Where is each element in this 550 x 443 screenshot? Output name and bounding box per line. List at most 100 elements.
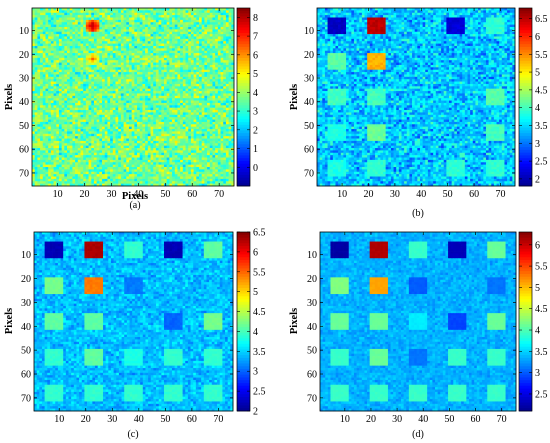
heatmap-cell: [99, 98, 103, 101]
heatmap-cell: [118, 126, 122, 130]
heatmap-cell: [75, 86, 79, 90]
heatmap-cell: [64, 129, 68, 132]
heatmap-cell: [142, 91, 146, 94]
heatmap-cell: [69, 8, 73, 11]
heatmap-cell: [185, 119, 189, 123]
heatmap-cell: [182, 17, 186, 21]
heatmap-cell: [48, 143, 52, 146]
heatmap-cell: [50, 150, 54, 154]
heatmap-cell: [190, 121, 194, 125]
heatmap-cell: [85, 81, 89, 85]
heatmap-cell: [225, 105, 229, 109]
heatmap-cell: [88, 143, 92, 146]
heatmap-cell: [77, 81, 81, 85]
heatmap-cell: [228, 88, 232, 92]
heatmap-cell: [77, 152, 81, 156]
heatmap-cell: [174, 114, 178, 118]
heatmap-cell: [83, 15, 87, 18]
heatmap-cell: [48, 126, 52, 130]
heatmap-cell: [115, 162, 119, 165]
heatmap-cell: [118, 55, 122, 59]
heatmap-cell: [139, 36, 143, 40]
heatmap-cell: [163, 67, 168, 71]
heatmap-cell: [193, 148, 197, 151]
heatmap-cell: [107, 162, 111, 165]
heatmap-cell: [223, 22, 227, 25]
heatmap-cell: [37, 57, 41, 61]
heatmap-cell: [145, 114, 149, 118]
heatmap-cell: [198, 12, 203, 16]
heatmap-cell: [48, 45, 52, 49]
heatmap-cell: [145, 110, 149, 113]
heatmap-cell: [107, 76, 111, 80]
heatmap-cell: [48, 133, 52, 137]
heatmap-cell: [48, 22, 52, 25]
heatmap-cell: [120, 22, 124, 25]
heatmap-cell: [120, 60, 124, 63]
heatmap-cell: [174, 31, 178, 35]
heatmap-cell: [209, 159, 213, 163]
heatmap-cell: [45, 88, 49, 92]
heatmap-cell: [174, 131, 178, 135]
heatmap-cell: [99, 76, 103, 80]
heatmap-cell: [153, 36, 157, 40]
heatmap-cell: [83, 26, 87, 30]
heatmap-cell: [58, 19, 62, 23]
heatmap-cell: [56, 41, 60, 44]
heatmap-cell: [193, 155, 197, 158]
heatmap-cell: [196, 50, 200, 54]
heatmap-cell: [77, 148, 81, 151]
heatmap-cell: [209, 34, 213, 37]
heatmap-cell: [139, 143, 143, 146]
heatmap-cell: [196, 148, 200, 151]
heatmap-cell: [163, 157, 168, 161]
heatmap-cell: [193, 126, 197, 130]
heatmap-cell: [223, 8, 227, 11]
heatmap-cell: [85, 43, 89, 47]
heatmap-cell: [107, 64, 111, 68]
heatmap-cell: [42, 31, 46, 35]
heatmap-cell: [67, 155, 71, 158]
heatmap-cell: [99, 12, 103, 16]
heatmap-cell: [212, 95, 216, 99]
heatmap-cell: [120, 126, 124, 130]
heatmap-cell: [85, 17, 89, 21]
heatmap-cell: [69, 17, 73, 21]
heatmap-cell: [142, 95, 146, 99]
heatmap-cell: [131, 26, 135, 30]
heatmap-cell: [161, 19, 165, 23]
heatmap-cell: [115, 155, 119, 158]
heatmap-cell: [225, 140, 229, 144]
heatmap-cell: [155, 19, 159, 23]
heatmap-cell: [161, 119, 165, 123]
heatmap-cell: [174, 121, 178, 125]
heatmap-cell: [34, 159, 38, 163]
heatmap-cell: [120, 86, 124, 90]
heatmap-cell: [88, 74, 92, 78]
heatmap-cell: [104, 102, 108, 106]
heatmap-cell: [123, 86, 127, 90]
heatmap-cell: [204, 38, 208, 42]
heatmap-cell: [196, 159, 200, 163]
heatmap-cell: [53, 19, 57, 23]
heatmap-cell: [228, 31, 232, 35]
heatmap-cell: [196, 131, 200, 135]
heatmap-cell: [155, 69, 159, 73]
heatmap-cell: [42, 19, 46, 23]
heatmap-cell: [177, 19, 181, 23]
heatmap-cell: [150, 155, 154, 158]
heatmap-cell: [201, 62, 205, 66]
heatmap-cell: [123, 26, 127, 30]
heatmap-cell: [225, 22, 229, 25]
heatmap-cell: [93, 143, 97, 146]
heatmap-cell: [158, 55, 162, 59]
heatmap-cell: [67, 121, 71, 125]
heatmap-cell: [67, 124, 71, 128]
heatmap-cell: [96, 126, 100, 130]
heatmap-cell: [185, 36, 189, 40]
heatmap-cell: [42, 138, 46, 142]
heatmap-cell: [32, 136, 36, 139]
heatmap-cell: [107, 164, 111, 168]
heatmap-cell: [48, 12, 52, 16]
heatmap-cell: [220, 10, 224, 14]
